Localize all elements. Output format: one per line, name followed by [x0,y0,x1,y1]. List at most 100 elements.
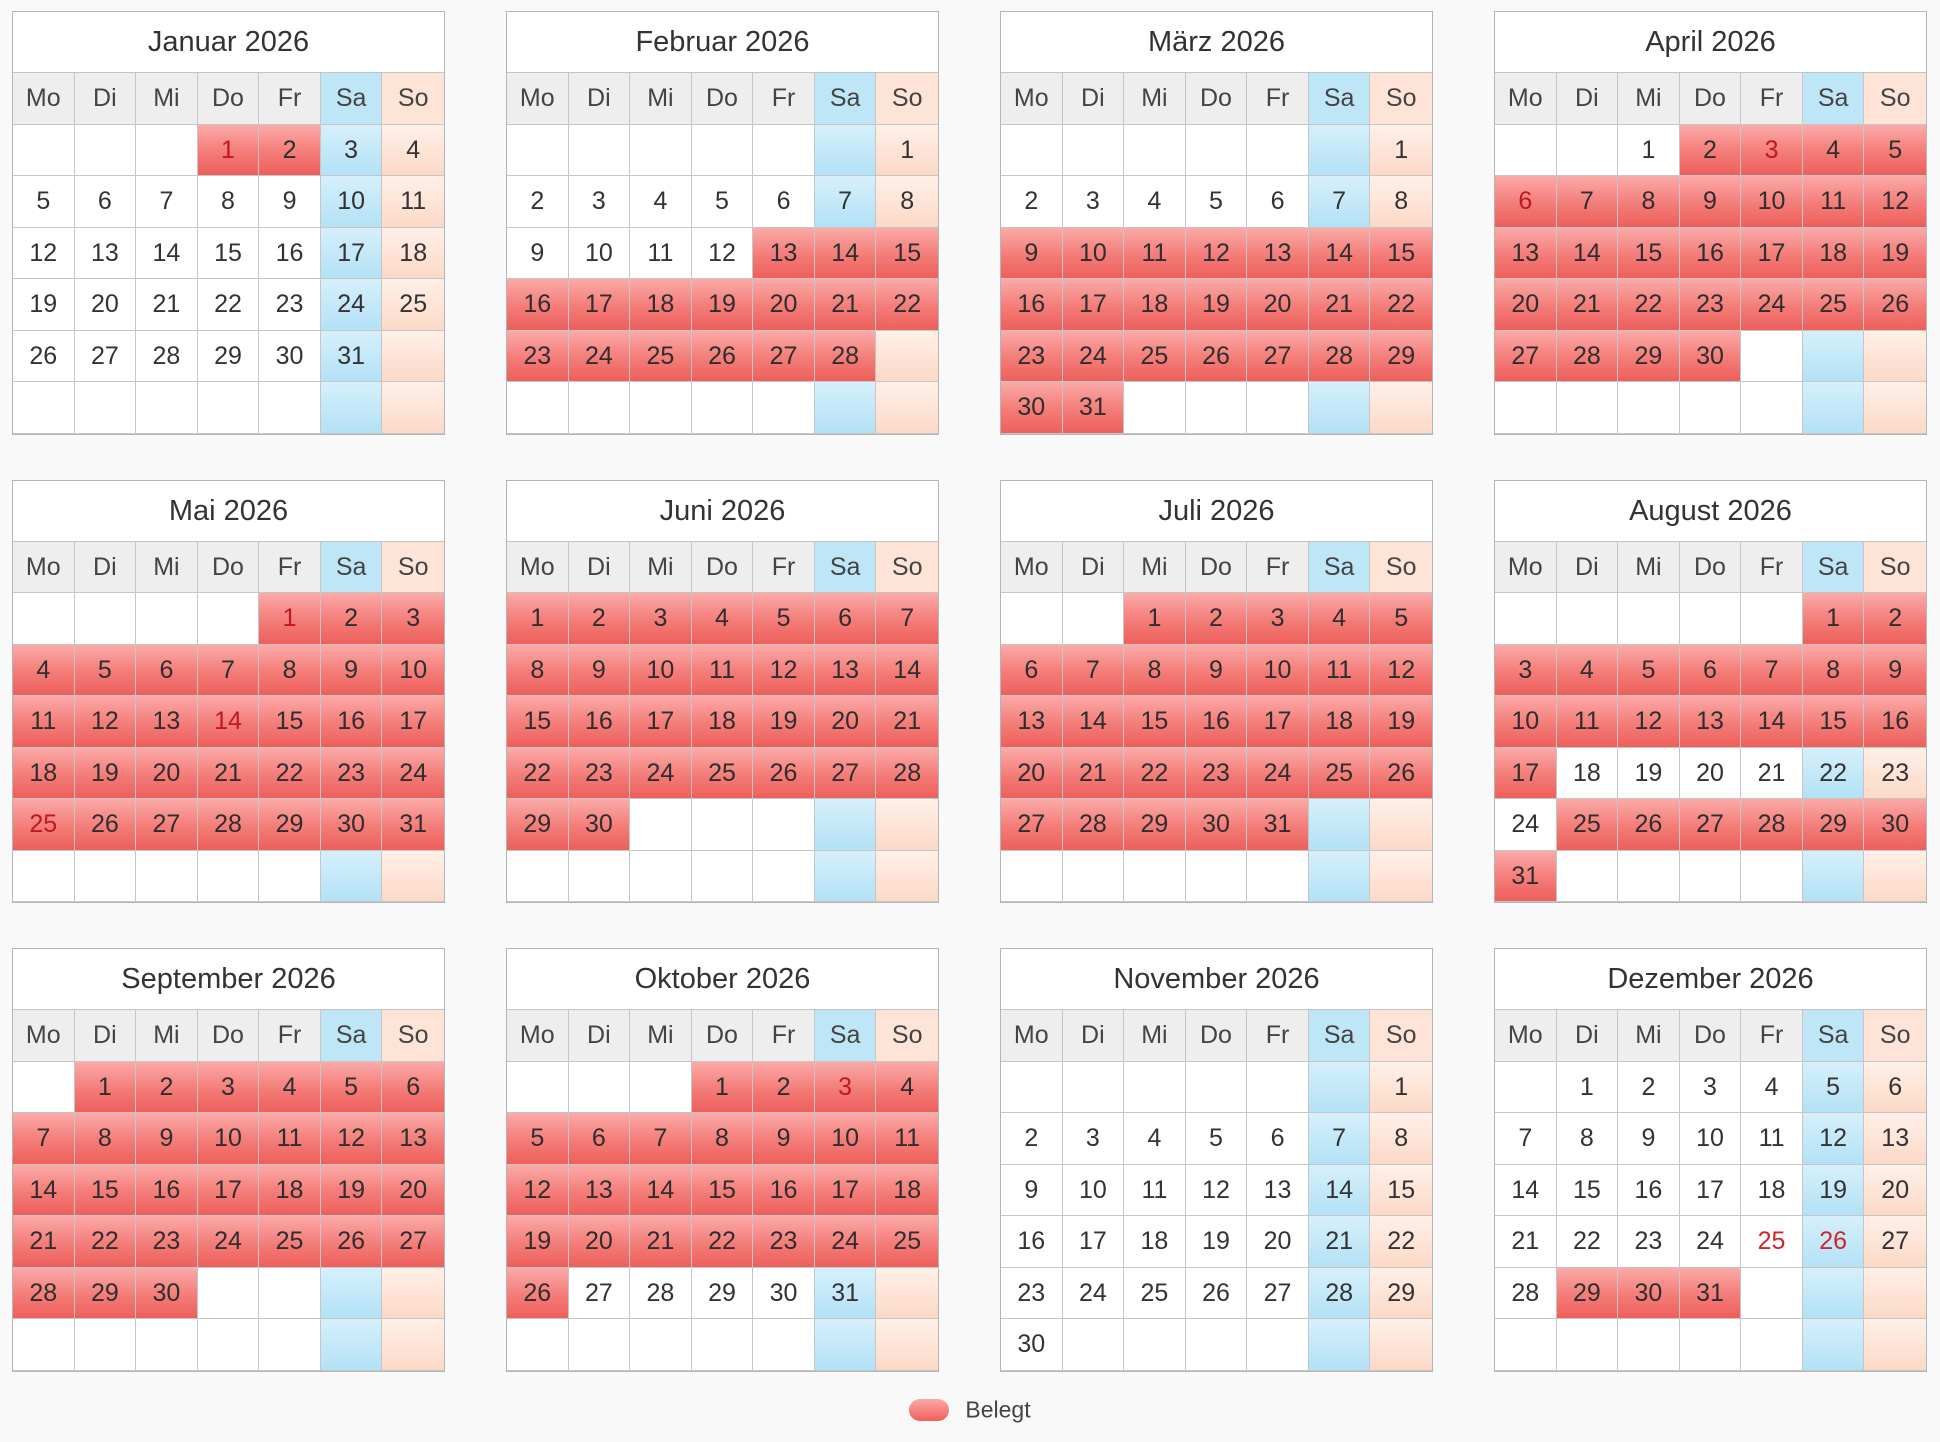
day-cell-booked[interactable]: 21 [13,1216,75,1268]
day-cell[interactable]: 2 [1618,1061,1680,1113]
day-cell[interactable]: 24 [1679,1216,1742,1268]
day-cell[interactable]: 3 [1062,176,1125,228]
day-cell-booked[interactable]: 17 [1495,747,1557,799]
day-cell-booked[interactable]: 24 [568,330,631,382]
day-cell[interactable]: 26 [1185,1267,1248,1319]
day-cell-booked[interactable]: 16 [1185,696,1248,748]
day-cell-booked[interactable]: 22 [1124,747,1186,799]
day-cell[interactable]: 11 [382,176,444,228]
day-cell-booked[interactable]: 7 [13,1113,75,1165]
day-cell-booked[interactable]: 8 [1802,644,1865,696]
day-cell-booked[interactable]: 25 [259,1216,321,1268]
day-cell-booked[interactable]: 29 [1370,330,1432,382]
day-cell[interactable]: 20 [1679,747,1742,799]
day-cell-booked[interactable]: 23 [1185,747,1248,799]
day-cell-booked[interactable]: 9 [1864,644,1926,696]
day-cell-booked[interactable]: 6 [1495,176,1557,228]
day-cell-booked[interactable]: 14 [1308,227,1371,279]
day-cell[interactable]: 15 [197,227,260,279]
day-cell[interactable]: 29 [197,330,260,382]
day-cell-booked[interactable]: 11 [259,1113,321,1165]
day-cell-booked[interactable]: 21 [197,747,260,799]
day-cell-booked[interactable]: 6 [1001,644,1063,696]
day-cell-booked[interactable]: 24 [197,1216,260,1268]
day-cell-booked[interactable]: 30 [1185,799,1248,851]
day-cell-booked[interactable]: 2 [136,1061,198,1113]
day-cell[interactable]: 1 [1556,1061,1619,1113]
day-cell-booked[interactable]: 25 [1556,799,1619,851]
day-cell[interactable]: 18 [1124,1216,1186,1268]
day-cell-booked[interactable]: 6 [382,1061,444,1113]
day-cell-booked[interactable]: 28 [13,1267,75,1319]
day-cell[interactable]: 4 [1741,1061,1803,1113]
day-cell-booked[interactable]: 29 [1618,330,1680,382]
day-cell-booked[interactable]: 26 [1618,799,1680,851]
day-cell[interactable]: 10 [320,176,383,228]
day-cell-booked[interactable]: 20 [382,1164,444,1216]
day-cell[interactable]: 29 [691,1267,754,1319]
day-cell-booked[interactable]: 6 [136,644,198,696]
day-cell[interactable]: 11 [1124,1164,1186,1216]
day-cell-booked[interactable]: 16 [1001,279,1063,331]
day-cell-booked[interactable]: 23 [320,747,383,799]
day-cell-booked[interactable]: 21 [1308,279,1371,331]
day-cell-booked[interactable]: 23 [136,1216,198,1268]
day-cell-booked[interactable]: 29 [74,1267,137,1319]
day-cell-booked[interactable]: 26 [753,747,815,799]
day-cell[interactable]: 27 [568,1267,631,1319]
day-cell[interactable]: 15 [1370,1164,1432,1216]
day-cell-booked[interactable]: 7 [630,1113,692,1165]
day-cell[interactable]: 5 [1185,1113,1248,1165]
day-cell-booked[interactable]: 14 [1741,696,1803,748]
day-cell-booked[interactable]: 20 [753,279,815,331]
day-cell-booked[interactable]: 28 [1062,799,1125,851]
day-cell-booked[interactable]: 27 [1679,799,1742,851]
day-cell[interactable]: 25 [1124,1267,1186,1319]
day-cell[interactable]: 22 [1370,1216,1432,1268]
day-cell[interactable]: 21 [136,279,198,331]
day-cell-booked[interactable]: 14 [876,644,938,696]
day-cell[interactable]: 2 [1001,176,1063,228]
day-cell-booked[interactable]: 22 [1370,279,1432,331]
day-cell-booked[interactable]: 11 [876,1113,938,1165]
day-cell-booked[interactable]: 5 [1864,124,1926,176]
day-cell-booked[interactable]: 19 [1185,279,1248,331]
day-cell-booked[interactable]: 12 [1185,227,1248,279]
day-cell-booked[interactable]: 28 [1556,330,1619,382]
day-cell[interactable]: 10 [568,227,631,279]
day-cell-booked[interactable]: 9 [1185,644,1248,696]
day-cell[interactable]: 4 [1124,176,1186,228]
day-cell-booked[interactable]: 22 [259,747,321,799]
day-cell-booked[interactable]: 28 [197,799,260,851]
day-cell-booked[interactable]: 28 [1741,799,1803,851]
day-cell-booked[interactable]: 25 [1308,747,1371,799]
day-cell[interactable]: 19 [13,279,75,331]
day-cell-booked[interactable]: 23 [1001,330,1063,382]
day-cell-booked[interactable]: 8 [74,1113,137,1165]
day-cell[interactable]: 8 [876,176,938,228]
day-cell[interactable]: 19 [1618,747,1680,799]
day-cell-booked[interactable]: 1 [1802,593,1865,645]
day-cell-booked[interactable]: 4 [1308,593,1371,645]
day-cell-booked[interactable]: 16 [320,696,383,748]
day-cell-booked[interactable]: 5 [753,593,815,645]
day-cell-booked[interactable]: 31 [1247,799,1309,851]
day-cell[interactable]: 7 [814,176,877,228]
day-cell[interactable]: 3 [568,176,631,228]
day-cell-booked[interactable]: 9 [568,644,631,696]
day-cell-booked[interactable]: 12 [74,696,137,748]
day-cell-booked[interactable]: 1 [691,1061,754,1113]
day-cell[interactable]: 8 [1370,1113,1432,1165]
day-cell-booked[interactable]: 22 [691,1216,754,1268]
day-cell-booked[interactable]: 4 [691,593,754,645]
day-cell-booked[interactable]: 7 [1062,644,1125,696]
day-cell[interactable]: 8 [1370,176,1432,228]
day-cell-booked[interactable]: 18 [259,1164,321,1216]
day-cell[interactable]: 20 [1864,1164,1926,1216]
day-cell[interactable]: 30 [1001,1319,1063,1371]
day-cell-booked[interactable]: 17 [382,696,444,748]
day-cell-booked[interactable]: 4 [259,1061,321,1113]
day-cell-booked[interactable]: 6 [1679,644,1742,696]
day-cell-booked[interactable]: 12 [507,1164,569,1216]
day-cell-booked[interactable]: 24 [1247,747,1309,799]
